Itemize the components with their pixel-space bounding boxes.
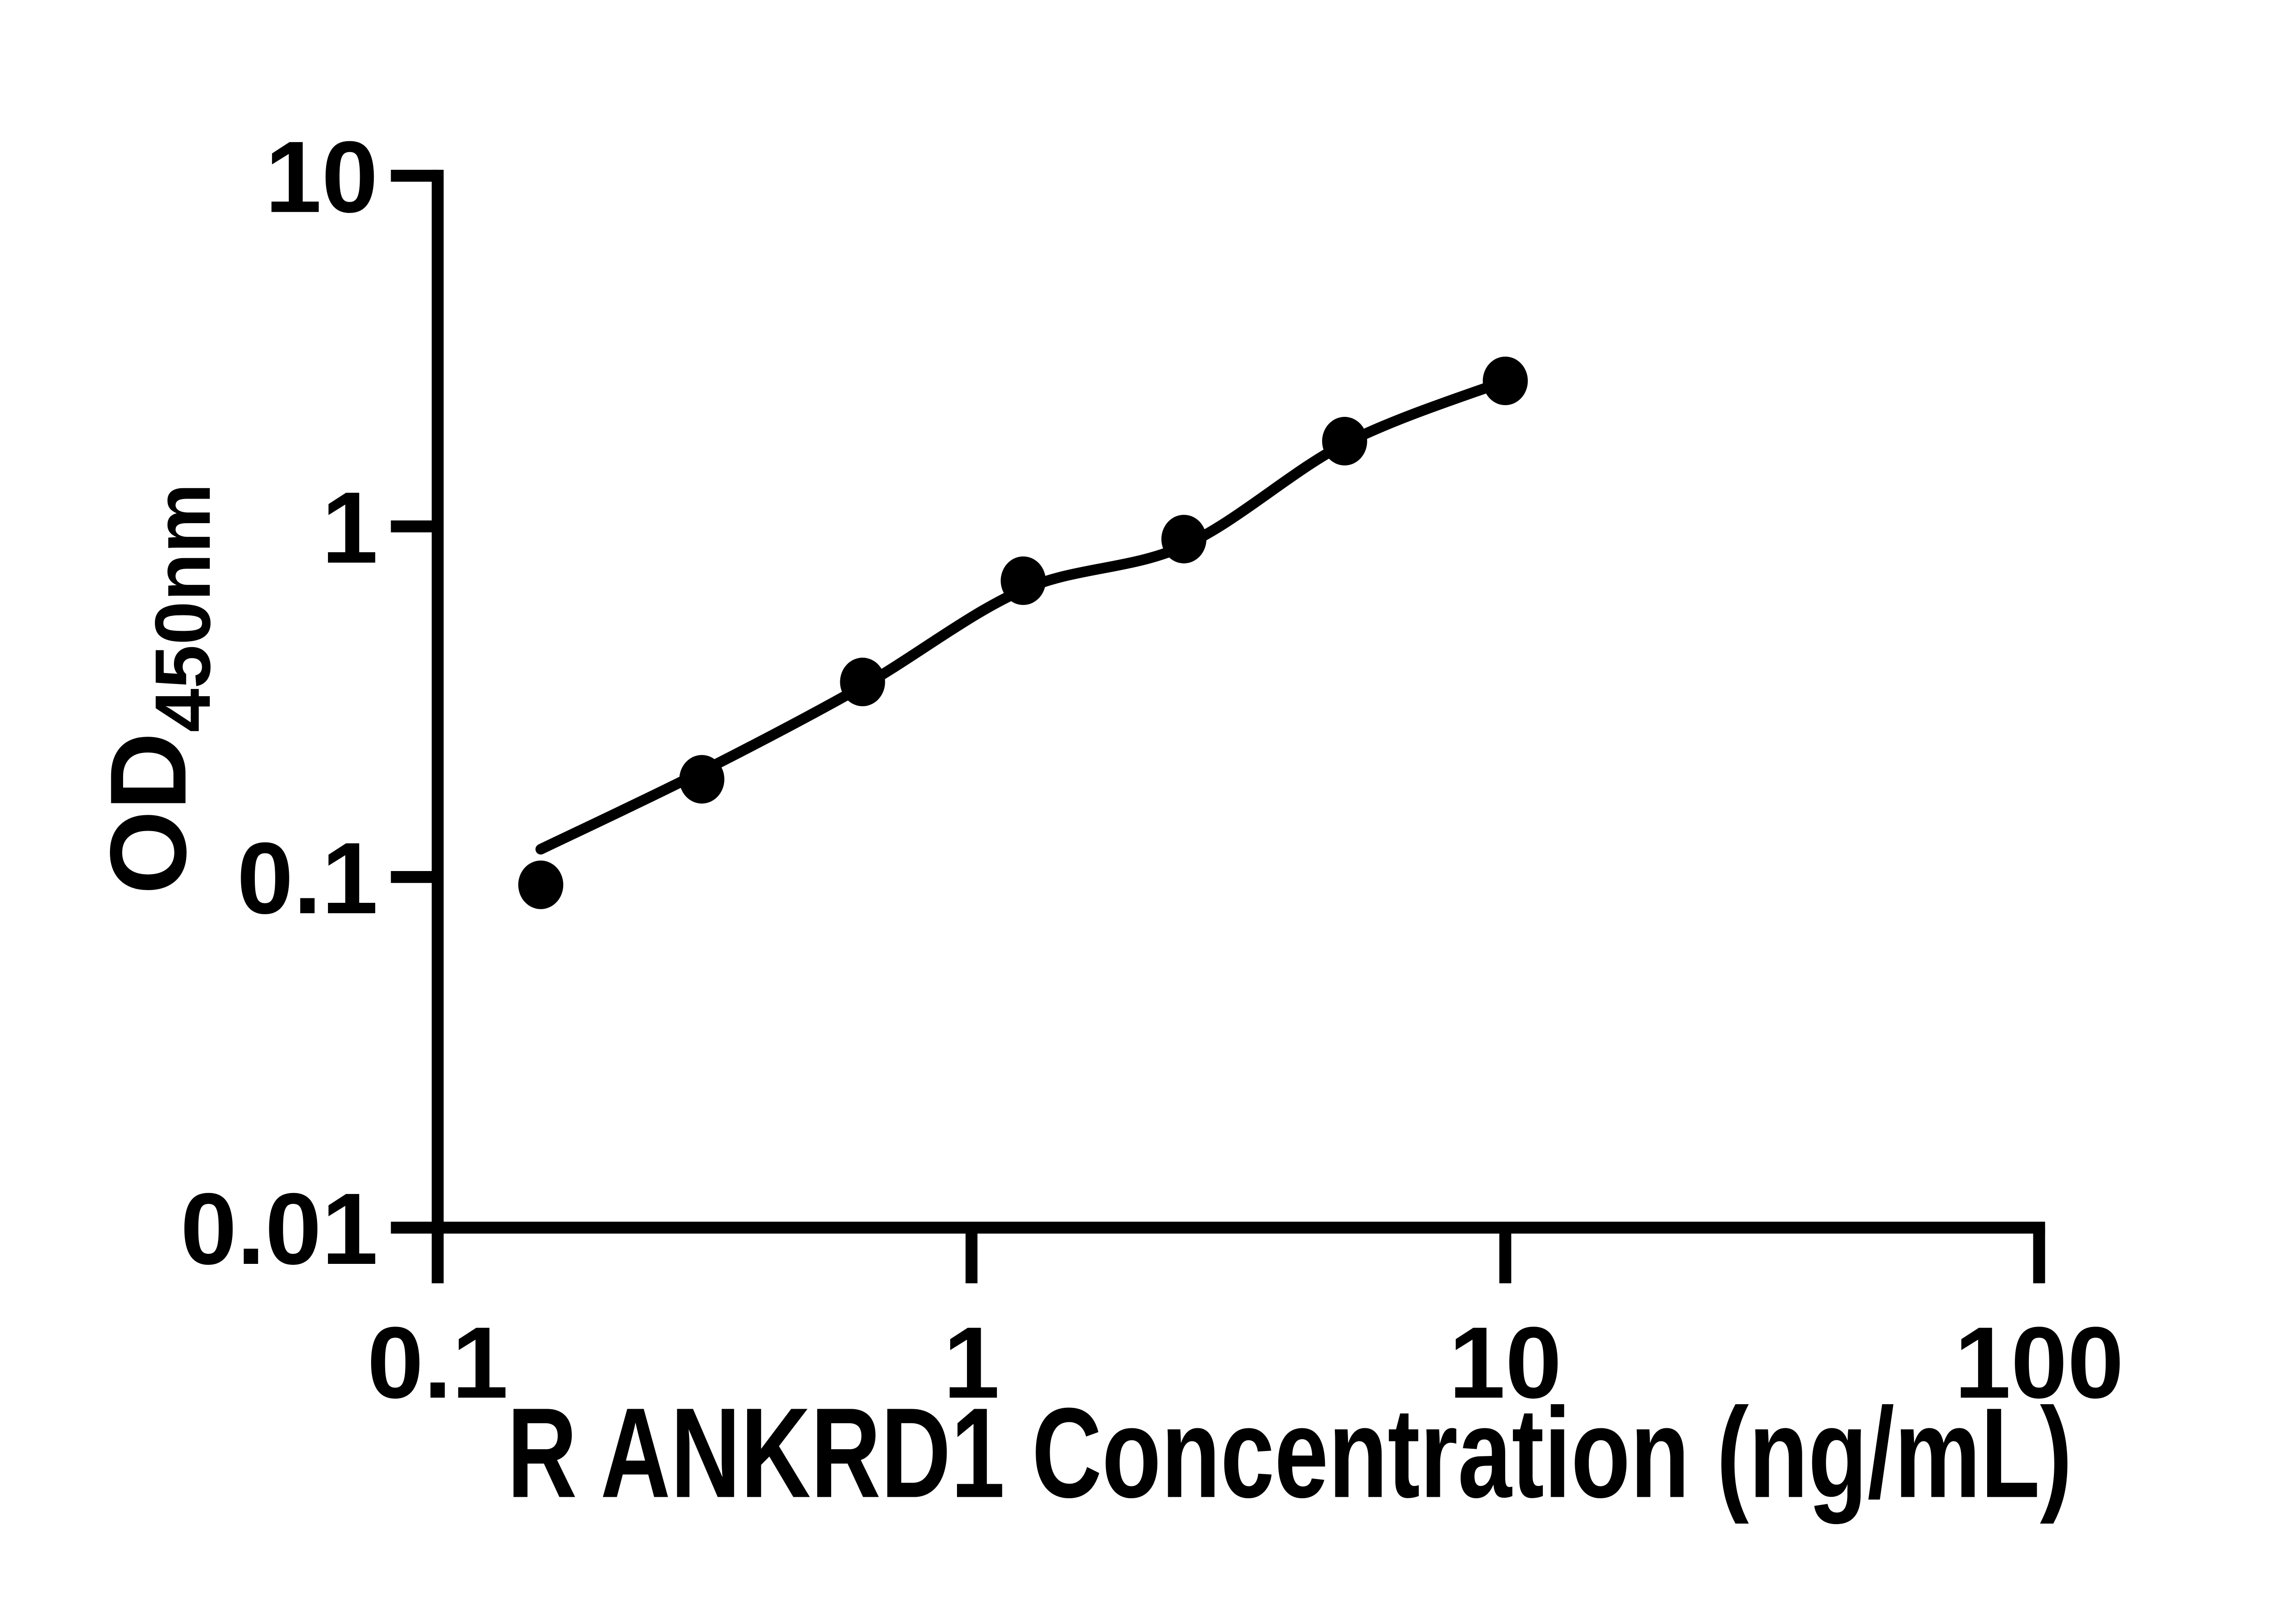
standard-curve-figure: 10 1 0.1 0.01 0.1 1 10 100 R ANKRD1 Concentratio… bbox=[88, 120, 2124, 1525]
y-axis-title-main: OD bbox=[88, 732, 208, 894]
data-point bbox=[1322, 416, 1368, 465]
data-point bbox=[518, 860, 564, 909]
axes bbox=[431, 169, 2045, 1234]
x-tick-label: 10 bbox=[1449, 1307, 1562, 1420]
x-tick-label: 1 bbox=[943, 1307, 1000, 1420]
data-point bbox=[1483, 356, 1528, 406]
data-point bbox=[1001, 556, 1046, 605]
y-tick-label: 0.1 bbox=[237, 822, 378, 935]
y-tick-label: 10 bbox=[265, 121, 378, 234]
x-tick-label: 100 bbox=[1954, 1307, 2124, 1420]
tick-marks bbox=[391, 169, 2045, 1283]
x-tick-label: 0.1 bbox=[367, 1307, 508, 1420]
x-axis-title: R ANKRD1 Concentration (ng/mL) bbox=[507, 1381, 2072, 1525]
y-tick-label: 0.01 bbox=[180, 1173, 378, 1286]
data-points bbox=[518, 356, 1528, 909]
data-point bbox=[840, 658, 885, 707]
tick-labels: 10 1 0.1 0.01 0.1 1 10 100 bbox=[180, 121, 2124, 1420]
y-axis-title: OD450nm bbox=[88, 483, 226, 895]
y-axis-title-subscript: 450nm bbox=[139, 483, 227, 732]
data-point bbox=[679, 755, 724, 804]
axis-lines bbox=[431, 169, 2045, 1234]
y-tick-label: 1 bbox=[322, 471, 378, 584]
data-point bbox=[1161, 515, 1207, 564]
